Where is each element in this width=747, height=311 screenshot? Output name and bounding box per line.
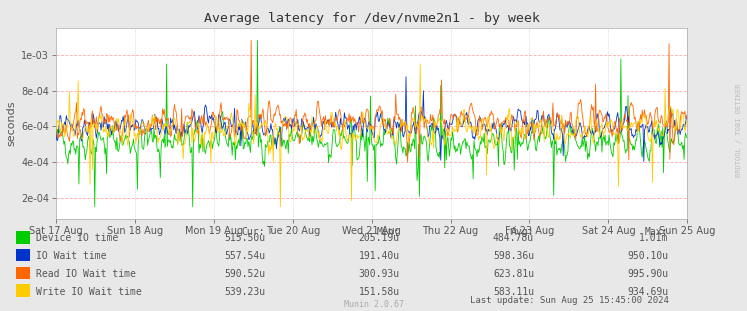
Bar [16,248,30,262]
Text: 205.19u: 205.19u [359,233,400,243]
Bar [16,284,30,297]
Text: 515.50u: 515.50u [224,233,265,243]
Text: 950.10u: 950.10u [627,251,669,261]
Text: IO Wait time: IO Wait time [36,251,106,261]
Text: 300.93u: 300.93u [359,269,400,279]
Title: Average latency for /dev/nvme2n1 - by week: Average latency for /dev/nvme2n1 - by we… [204,12,539,26]
Text: Munin 2.0.67: Munin 2.0.67 [344,300,403,309]
Text: Max:: Max: [645,227,669,237]
Text: 583.11u: 583.11u [493,287,534,297]
Y-axis label: seconds: seconds [7,101,17,146]
Text: 590.52u: 590.52u [224,269,265,279]
Text: 151.58u: 151.58u [359,287,400,297]
Text: RRDTOOL / TOBI OETIKER: RRDTOOL / TOBI OETIKER [736,84,742,178]
Text: 623.81u: 623.81u [493,269,534,279]
Text: 557.54u: 557.54u [224,251,265,261]
Bar [16,231,30,244]
Text: Avg:: Avg: [511,227,534,237]
Text: Last update: Sun Aug 25 15:45:00 2024: Last update: Sun Aug 25 15:45:00 2024 [470,296,669,305]
Text: 484.78u: 484.78u [493,233,534,243]
Text: 934.69u: 934.69u [627,287,669,297]
Text: Device IO time: Device IO time [36,233,118,243]
Text: Read IO Wait time: Read IO Wait time [36,269,136,279]
Text: 191.40u: 191.40u [359,251,400,261]
Text: Cur:: Cur: [242,227,265,237]
Text: 995.90u: 995.90u [627,269,669,279]
Text: Min:: Min: [376,227,400,237]
Text: 539.23u: 539.23u [224,287,265,297]
Text: Write IO Wait time: Write IO Wait time [36,287,142,297]
Text: 598.36u: 598.36u [493,251,534,261]
Text: 1.01m: 1.01m [639,233,669,243]
Bar [16,267,30,279]
